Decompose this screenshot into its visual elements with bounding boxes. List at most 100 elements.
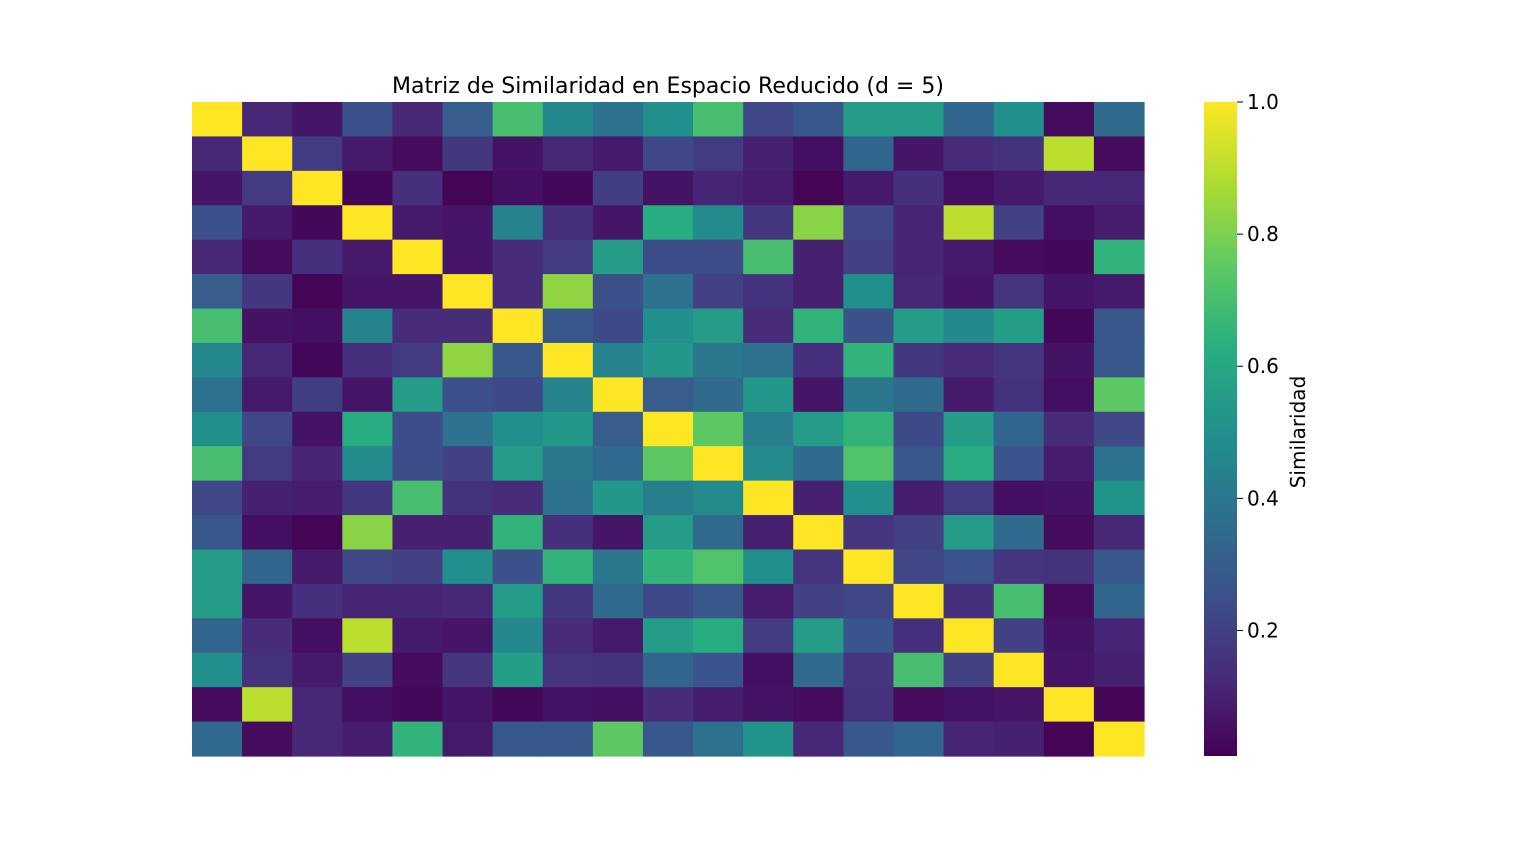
heatmap-cell — [1043, 583, 1095, 619]
heatmap-cell — [592, 102, 644, 138]
heatmap-cell — [693, 583, 744, 619]
heatmap-cell — [542, 308, 594, 344]
heatmap-cell — [292, 446, 343, 482]
heatmap-cell — [1093, 102, 1145, 138]
heatmap-cell — [492, 721, 544, 757]
heatmap-cell — [1093, 618, 1145, 654]
heatmap-cell — [592, 721, 644, 757]
heatmap-cell — [1093, 687, 1145, 723]
heatmap-cell — [342, 377, 394, 413]
colorbar-tick-label: 0.8 — [1247, 222, 1279, 246]
heatmap-cell — [242, 239, 293, 275]
heatmap-cell — [693, 136, 744, 172]
heatmap-cell — [342, 205, 394, 241]
heatmap-cell — [893, 239, 945, 275]
heatmap-cell — [492, 342, 544, 378]
heatmap-cell — [1093, 411, 1145, 447]
heatmap-cell — [292, 721, 343, 757]
heatmap-cell — [492, 308, 544, 344]
heatmap-cell — [1043, 515, 1095, 551]
heatmap-cell — [242, 411, 293, 447]
heatmap-cell — [693, 446, 744, 482]
heatmap-cell — [943, 411, 995, 447]
heatmap-cell — [492, 239, 544, 275]
heatmap-cell — [492, 102, 544, 138]
heatmap-cell — [1043, 205, 1095, 241]
heatmap-cell — [442, 687, 494, 723]
heatmap-cell — [542, 515, 594, 551]
heatmap-cell — [1093, 721, 1145, 757]
heatmap-cell — [242, 721, 293, 757]
heatmap-cell — [592, 342, 644, 378]
heatmap-cell — [392, 342, 444, 378]
heatmap-cell — [642, 618, 694, 654]
heatmap-cell — [492, 549, 544, 585]
heatmap-cell — [893, 411, 945, 447]
heatmap-cell — [242, 377, 293, 413]
heatmap-cell — [192, 721, 243, 757]
heatmap-cell — [893, 377, 945, 413]
heatmap-cell — [793, 652, 844, 688]
heatmap-cell — [743, 377, 794, 413]
heatmap-cell — [793, 411, 844, 447]
heatmap-cell — [793, 687, 844, 723]
heatmap-cell — [893, 618, 945, 654]
heatmap-cell — [743, 618, 794, 654]
heatmap-cell — [242, 618, 293, 654]
heatmap-cell — [592, 411, 644, 447]
heatmap-cell — [492, 687, 544, 723]
heatmap-cell — [292, 515, 343, 551]
heatmap-cell — [843, 239, 895, 275]
heatmap-cell — [592, 583, 644, 619]
heatmap-cell — [242, 308, 293, 344]
colorbar-tick-label: 1.0 — [1247, 90, 1279, 114]
heatmap-cell — [693, 618, 744, 654]
heatmap-cell — [1093, 342, 1145, 378]
heatmap-cell — [592, 205, 644, 241]
heatmap-cell — [642, 274, 694, 310]
heatmap-cell — [993, 652, 1045, 688]
heatmap-cell — [442, 205, 494, 241]
heatmap-cell — [642, 205, 694, 241]
heatmap-cell — [542, 583, 594, 619]
heatmap-cell — [492, 274, 544, 310]
heatmap-cell — [893, 515, 945, 551]
heatmap-cell — [993, 583, 1045, 619]
heatmap-cell — [993, 480, 1045, 516]
heatmap-cell — [793, 205, 844, 241]
colorbar-label: Similaridad — [1286, 376, 1310, 489]
heatmap-cell — [793, 515, 844, 551]
heatmap-cell — [843, 136, 895, 172]
heatmap-cell — [192, 480, 243, 516]
heatmap-cell — [492, 411, 544, 447]
heatmap-cell — [392, 515, 444, 551]
heatmap-cell — [793, 377, 844, 413]
heatmap-cell — [292, 170, 343, 206]
heatmap-cell — [542, 342, 594, 378]
heatmap-cell — [893, 102, 945, 138]
heatmap-cell — [843, 205, 895, 241]
heatmap-cell — [392, 583, 444, 619]
heatmap-cell — [993, 239, 1045, 275]
heatmap-cell — [843, 652, 895, 688]
heatmap-cell — [292, 480, 343, 516]
heatmap-cell — [993, 411, 1045, 447]
heatmap-cell — [1043, 411, 1095, 447]
heatmap-cell — [392, 618, 444, 654]
heatmap-cell — [1093, 549, 1145, 585]
heatmap-cell — [592, 549, 644, 585]
heatmap-cell — [893, 721, 945, 757]
heatmap-cell — [693, 480, 744, 516]
heatmap-cell — [442, 239, 494, 275]
heatmap-cell — [943, 205, 995, 241]
colorbar-tick-label: 0.2 — [1247, 618, 1279, 642]
heatmap-cell — [192, 239, 243, 275]
heatmap-cell — [442, 618, 494, 654]
heatmap-cell — [843, 480, 895, 516]
heatmap-cell — [342, 102, 394, 138]
heatmap-cell — [642, 549, 694, 585]
heatmap-cell — [642, 480, 694, 516]
heatmap-cell — [893, 136, 945, 172]
heatmap-cell — [743, 583, 794, 619]
